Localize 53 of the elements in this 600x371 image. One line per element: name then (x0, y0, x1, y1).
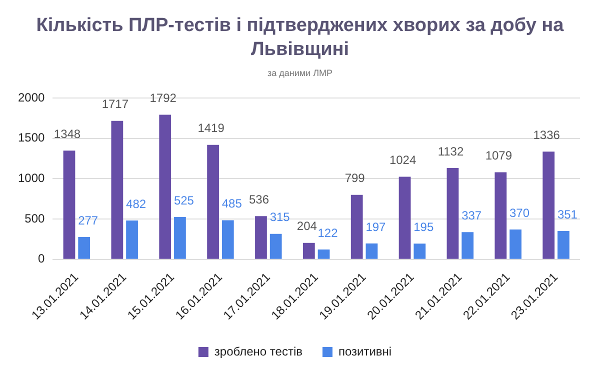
data-label: 1419 (198, 121, 225, 136)
bar (78, 237, 90, 259)
bar (462, 232, 474, 259)
bar (255, 216, 267, 259)
data-label: 337 (462, 208, 482, 222)
data-label: 370 (510, 206, 530, 220)
data-label: 197 (366, 220, 386, 234)
bar (159, 114, 172, 259)
data-label: 1079 (485, 148, 512, 163)
data-label: 351 (557, 207, 578, 222)
data-label: 525 (174, 193, 194, 208)
data-label: 195 (414, 220, 434, 234)
bar (542, 152, 555, 259)
y-tick-label: 500 (24, 211, 46, 226)
bar (318, 250, 330, 259)
data-label: 485 (222, 196, 242, 211)
bar (558, 231, 570, 259)
bar (174, 216, 186, 259)
bar (302, 242, 315, 259)
y-tick-label: 1500 (18, 130, 46, 145)
data-label: 315 (270, 210, 290, 224)
bar (350, 194, 363, 259)
data-label: 799 (344, 171, 366, 186)
data-label: 204 (296, 219, 318, 234)
bar (446, 168, 459, 259)
data-label: 536 (248, 192, 270, 206)
chart-subtitle: за даними ЛМР (266, 68, 334, 78)
bar (207, 144, 219, 259)
bar (510, 230, 522, 259)
bar (366, 243, 378, 259)
data-label: 1717 (102, 97, 129, 112)
legend-label: позитивні (338, 344, 392, 358)
bar (414, 244, 426, 259)
y-tick-label: 0 (38, 252, 46, 266)
data-label: 1348 (54, 126, 81, 141)
data-label: 1336 (533, 128, 560, 142)
data-label: 1792 (150, 91, 177, 106)
bar (126, 220, 138, 259)
bar (63, 150, 76, 259)
chart-title: Кількість ПЛР-тестів і підтверджених хворих за добу на Львівщині (35, 14, 565, 62)
bar (398, 176, 411, 259)
data-label: 277 (78, 213, 98, 228)
data-label: 1024 (389, 153, 416, 168)
data-label: 122 (318, 226, 338, 240)
legend-label: зроблено тестів (214, 344, 302, 358)
data-label: 1132 (438, 144, 464, 158)
bar (111, 120, 124, 259)
bar (494, 172, 507, 259)
bar (270, 234, 282, 259)
bar (222, 220, 234, 259)
data-label: 482 (126, 196, 146, 211)
y-tick-label: 1000 (18, 170, 46, 185)
y-tick-label: 2000 (18, 90, 46, 104)
